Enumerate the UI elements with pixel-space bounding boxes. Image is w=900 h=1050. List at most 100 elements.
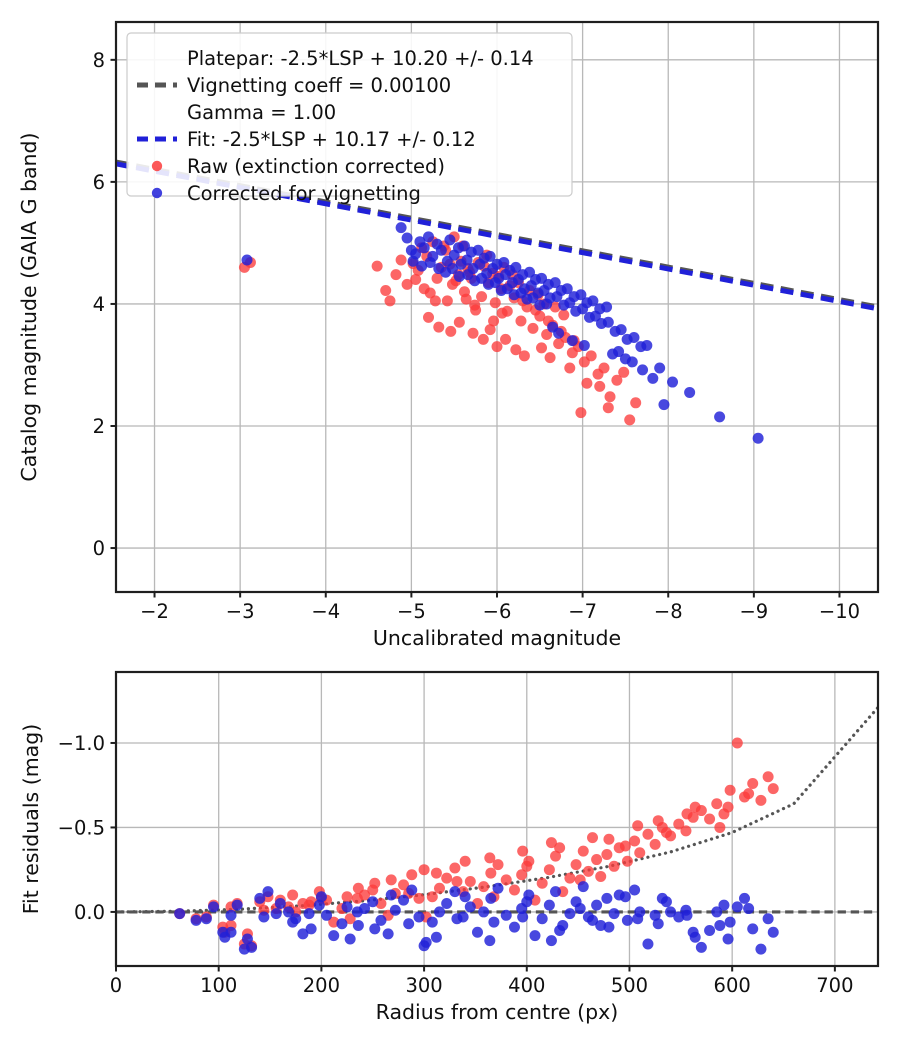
data-point [398, 894, 410, 906]
data-point [621, 855, 633, 867]
data-point [747, 778, 759, 790]
data-point [673, 818, 685, 830]
data-point [615, 324, 627, 336]
ytick-label-0: 0.0 [74, 901, 105, 924]
data-point [287, 889, 299, 901]
data-point [445, 325, 457, 337]
data-point [500, 874, 512, 886]
plot-area [116, 705, 878, 955]
xtick-label-6: −8 [654, 600, 683, 623]
ytick-label-1: 2 [93, 415, 105, 438]
data-point [665, 906, 677, 918]
data-point [303, 899, 315, 911]
data-point [594, 380, 606, 392]
data-point [574, 903, 586, 915]
data-point [225, 909, 237, 921]
data-point [549, 277, 561, 289]
data-point [174, 908, 186, 920]
data-point [344, 933, 356, 945]
data-point [441, 872, 453, 884]
xtick-label-1: 100 [200, 974, 237, 997]
data-point [603, 833, 615, 845]
data-point [660, 896, 672, 908]
xtick-label-4: 400 [508, 974, 545, 997]
data-point [241, 933, 253, 945]
xtick-label-0: −2 [140, 600, 169, 623]
xtick-label-4: −6 [483, 600, 512, 623]
data-point [545, 935, 557, 947]
data-point [743, 788, 755, 800]
data-point [601, 848, 613, 860]
data-point [241, 254, 253, 266]
data-point [478, 906, 490, 918]
data-point [208, 901, 220, 913]
data-point [485, 892, 497, 904]
data-point [410, 274, 422, 286]
data-point [283, 906, 295, 918]
data-point [711, 798, 723, 810]
data-point [449, 886, 461, 898]
data-point [618, 366, 630, 378]
data-point [619, 891, 631, 903]
data-point [405, 244, 417, 256]
xtick-label-7: −9 [739, 600, 768, 623]
data-point [471, 926, 483, 938]
data-point [510, 344, 522, 356]
legend-dot-4 [151, 160, 163, 172]
data-point [444, 234, 456, 246]
data-point [297, 928, 309, 940]
data-point [704, 925, 716, 937]
data-point [328, 930, 340, 942]
data-point [629, 884, 641, 896]
data-point [654, 362, 666, 374]
data-point [270, 908, 282, 920]
data-point [321, 909, 333, 921]
data-point [641, 339, 653, 351]
data-point [484, 852, 496, 864]
data-point [508, 884, 520, 896]
data-point [564, 362, 576, 374]
data-point [619, 840, 631, 852]
data-point [488, 916, 500, 928]
data-point [752, 432, 764, 444]
data-point [595, 870, 607, 882]
data-point [731, 737, 743, 749]
series-raw [238, 231, 642, 426]
data-point [453, 316, 465, 328]
data-point [658, 399, 670, 411]
data-point [554, 842, 566, 854]
data-point [380, 285, 392, 297]
xtick-label-1: −3 [226, 600, 255, 623]
data-point [516, 869, 528, 881]
data-point [451, 913, 463, 925]
data-point [262, 886, 274, 898]
data-point [536, 877, 548, 889]
data-point [602, 316, 614, 328]
data-point [258, 911, 270, 923]
data-point [385, 874, 397, 886]
ytick-label-2: 4 [93, 293, 105, 316]
ticks: 0 100 200 300 400 500 600 700 0.0 −0.5 −1.0 [58, 732, 854, 997]
series-corrected [174, 881, 779, 955]
data-point [582, 865, 594, 877]
data-point [389, 904, 401, 916]
data-point [714, 919, 726, 931]
data-point [403, 918, 415, 930]
data-point [601, 301, 613, 313]
data-point [587, 832, 599, 844]
data-point [426, 891, 438, 903]
data-point [287, 916, 299, 928]
ticks: −2 −3 −4 −5 −6 −7 −8 −9 −10 0 2 4 6 8 [93, 49, 860, 623]
data-point [478, 881, 490, 893]
ytick-label-0: 0 [93, 537, 105, 560]
xtick-label-3: −5 [397, 600, 426, 623]
data-point [587, 295, 599, 307]
data-point [433, 906, 445, 918]
data-point [371, 260, 383, 272]
data-point [598, 362, 610, 374]
data-point [543, 864, 555, 876]
legend-label-2: Gamma = 1.00 [187, 101, 336, 124]
data-point [315, 891, 327, 903]
data-point [431, 272, 443, 284]
yaxis-title: Fit residuals (mag) [19, 724, 43, 915]
